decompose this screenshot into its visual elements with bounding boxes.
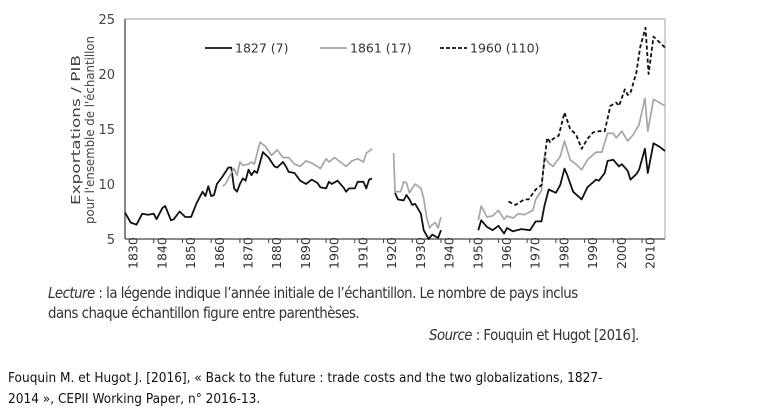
x-tick-label: 1930	[413, 237, 428, 269]
series-line-1861	[392, 153, 442, 229]
x-tick-label: 1920	[384, 237, 399, 269]
y-tick-label: 25	[98, 13, 115, 28]
x-tick-label: 2000	[614, 237, 629, 269]
y-tick-label: 20	[98, 68, 115, 83]
lecture-line-2: dans chaque échantillon figure entre par…	[48, 304, 360, 322]
series-line-1827	[394, 192, 442, 240]
source-text: : Fouquin et Hugot [2016].	[471, 326, 640, 344]
lecture-text: : la légende indique l’année initiale de…	[94, 284, 578, 302]
series-line-1827	[124, 151, 373, 226]
x-tick-label: 1940	[442, 237, 457, 269]
lecture-line-1: Lecture : la légende indique l’année ini…	[48, 284, 578, 302]
y-axis-title: pour l'ensemble de l'échantillon	[82, 36, 97, 224]
y-tick-label: 15	[98, 123, 115, 138]
x-tick-label: 1850	[183, 237, 198, 269]
x-tick-label: 1880	[269, 237, 284, 269]
x-tick-label: 1910	[355, 237, 370, 269]
x-tick-label: 1970	[528, 237, 543, 269]
x-tick-label: 1860	[212, 237, 227, 269]
x-tick-label: 1980	[556, 237, 571, 269]
x-tick-label: 1900	[327, 237, 342, 269]
y-tick-label: 10	[98, 178, 115, 193]
x-tick-label: 2010	[643, 237, 658, 269]
x-tick-label: 1990	[585, 237, 600, 269]
caption-line-1: Fouquin M. et Hugot J. [2016], « Back to…	[8, 370, 603, 386]
chart: 5 10 15 20 25 1830 1840 1850 1860 1870 1880 1890 190…	[68, 13, 666, 269]
x-tick-label: 1960	[499, 237, 514, 269]
series-line-1827	[477, 142, 666, 235]
series-line-1861	[477, 97, 666, 221]
series-line-1960	[508, 26, 666, 206]
legend-label: 1827 (7)	[235, 41, 289, 56]
y-axis-title: Exportations / PIB	[68, 55, 83, 205]
series-line-1861	[222, 141, 373, 187]
source-label: Source	[429, 326, 473, 344]
x-tick-label: 1890	[298, 237, 313, 269]
x-tick-label: 1870	[241, 237, 256, 269]
x-tick-label: 1840	[154, 237, 169, 269]
lecture-label: Lecture	[48, 284, 95, 302]
y-tick-label: 5	[107, 233, 115, 248]
plot-frame	[125, 18, 666, 239]
source-line: Source : Fouquin et Hugot [2016].	[429, 326, 639, 344]
x-tick-label: 1830	[126, 237, 141, 269]
legend-label: 1960 (110)	[470, 41, 539, 56]
legend-label: 1861 (17)	[350, 41, 411, 56]
x-tick-label: 1950	[470, 237, 485, 269]
caption-line-2: 2014 », CEPII Working Paper, n° 2016-13.	[8, 391, 261, 407]
